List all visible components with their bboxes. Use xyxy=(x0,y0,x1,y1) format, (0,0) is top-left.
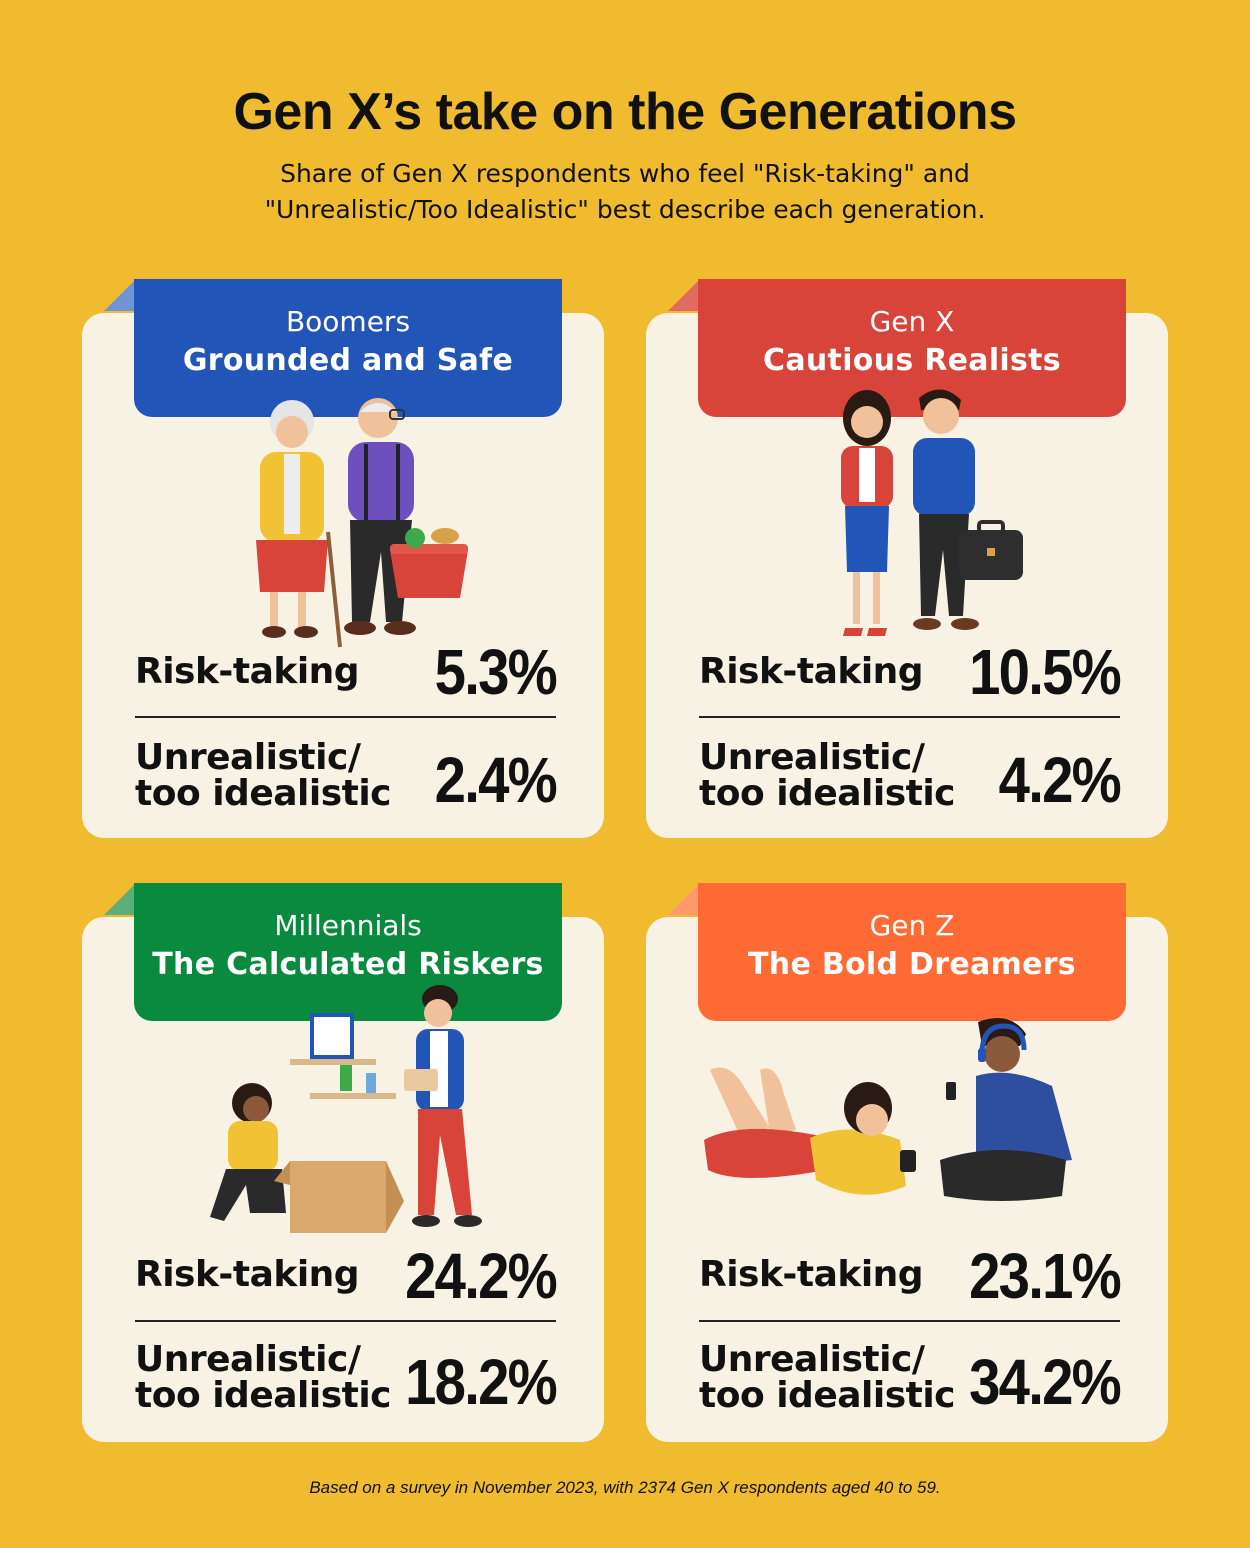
page-subtitle: Share of Gen X respondents who feel "Ris… xyxy=(0,156,1250,228)
row-divider xyxy=(135,716,556,718)
unrealistic-label-line2: too idealistic xyxy=(699,773,956,814)
footnote: Based on a survey in November 2023, with… xyxy=(309,1478,941,1497)
unrealistic-value: 34.2% xyxy=(969,1346,1122,1418)
millennials-illustration xyxy=(210,985,482,1233)
banner-fold xyxy=(668,885,698,915)
banner-gen-x: Gen X Cautious Realists xyxy=(698,279,1126,417)
gen-x-illustration xyxy=(841,389,1023,636)
subtitle-line-2: "Unrealistic/Too Idealistic" best descri… xyxy=(264,195,986,224)
subtitle-line-1: Share of Gen X respondents who feel "Ris… xyxy=(280,159,970,188)
unrealistic-label: Unrealistic/ too idealistic xyxy=(135,1339,392,1416)
unrealistic-value: 2.4% xyxy=(434,744,558,816)
boomers-illustration xyxy=(256,398,468,648)
unrealistic-label: Unrealistic/ too idealistic xyxy=(135,737,392,814)
row-divider xyxy=(135,1320,556,1322)
generation-name: Gen X xyxy=(869,305,955,338)
unrealistic-label-line2: too idealistic xyxy=(135,773,392,814)
generation-name: Boomers xyxy=(285,305,411,338)
unrealistic-label-line1: Unrealistic/ xyxy=(135,1339,361,1380)
banner-boomers: Boomers Grounded and Safe xyxy=(134,279,562,417)
banner-fold xyxy=(104,281,134,311)
unrealistic-label-line1: Unrealistic/ xyxy=(699,737,925,778)
unrealistic-value: 18.2% xyxy=(405,1346,558,1418)
risk-taking-value: 24.2% xyxy=(405,1240,558,1312)
unrealistic-value: 4.2% xyxy=(998,744,1122,816)
risk-taking-label: Risk-taking xyxy=(135,1254,360,1295)
generation-tagline: Grounded and Safe xyxy=(182,343,514,378)
unrealistic-label: Unrealistic/ too idealistic xyxy=(699,1339,956,1416)
unrealistic-label-line1: Unrealistic/ xyxy=(135,737,361,778)
unrealistic-label: Unrealistic/ too idealistic xyxy=(699,737,956,814)
banner-fold xyxy=(104,885,134,915)
page-title: Gen X’s take on the Generations xyxy=(233,83,1017,141)
risk-taking-value: 23.1% xyxy=(969,1240,1122,1312)
unrealistic-label-line1: Unrealistic/ xyxy=(699,1339,925,1380)
row-divider xyxy=(699,716,1120,718)
risk-taking-value: 5.3% xyxy=(434,636,558,708)
banner-millennials: Millennials The Calculated Riskers xyxy=(134,883,562,1021)
gen-z-illustration xyxy=(704,1018,1072,1201)
generation-name: Millennials xyxy=(274,909,422,942)
risk-taking-label: Risk-taking xyxy=(699,1254,924,1295)
banner-fold xyxy=(668,281,698,311)
risk-taking-label: Risk-taking xyxy=(135,651,360,692)
generation-tagline: The Calculated Riskers xyxy=(152,947,544,982)
risk-taking-label: Risk-taking xyxy=(699,651,924,692)
unrealistic-label-line2: too idealistic xyxy=(135,1375,392,1416)
generation-tagline: The Bold Dreamers xyxy=(748,947,1076,982)
row-divider xyxy=(699,1320,1120,1322)
generation-name: Gen Z xyxy=(869,909,955,942)
risk-taking-value: 10.5% xyxy=(969,636,1122,708)
banner-gen-z: Gen Z The Bold Dreamers xyxy=(698,883,1126,1021)
generation-tagline: Cautious Realists xyxy=(763,343,1061,378)
unrealistic-label-line2: too idealistic xyxy=(699,1375,956,1416)
